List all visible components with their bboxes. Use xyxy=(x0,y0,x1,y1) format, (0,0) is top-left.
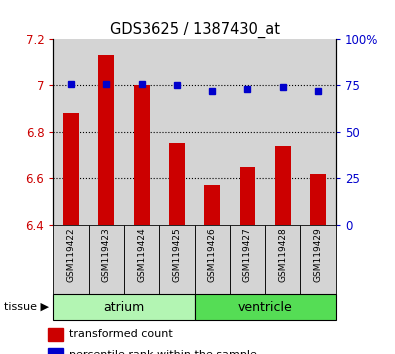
Bar xyxy=(63,113,79,225)
Bar xyxy=(124,225,159,294)
Bar xyxy=(53,39,88,225)
Bar xyxy=(169,143,185,225)
Bar xyxy=(204,185,220,225)
Text: atrium: atrium xyxy=(103,301,145,314)
Bar xyxy=(301,39,336,225)
Text: GSM119427: GSM119427 xyxy=(243,228,252,282)
Bar xyxy=(98,55,114,225)
Text: GSM119426: GSM119426 xyxy=(208,228,217,282)
Bar xyxy=(310,174,326,225)
Text: transformed count: transformed count xyxy=(69,330,173,339)
Bar xyxy=(53,225,88,294)
Text: ventricle: ventricle xyxy=(238,301,293,314)
Bar xyxy=(230,225,265,294)
Text: GSM119422: GSM119422 xyxy=(66,228,75,282)
Bar xyxy=(159,225,194,294)
Bar xyxy=(134,85,150,225)
Text: GSM119429: GSM119429 xyxy=(314,228,323,282)
Bar xyxy=(49,348,63,354)
Bar xyxy=(88,39,124,225)
Bar xyxy=(195,225,230,294)
Bar xyxy=(49,328,63,341)
Text: GSM119428: GSM119428 xyxy=(278,228,287,282)
Bar xyxy=(195,294,336,320)
Bar xyxy=(265,225,301,294)
Bar xyxy=(53,294,195,320)
Text: GSM119423: GSM119423 xyxy=(102,228,111,282)
Text: GSM119424: GSM119424 xyxy=(137,228,146,282)
Bar xyxy=(124,39,159,225)
Text: tissue ▶: tissue ▶ xyxy=(4,302,49,312)
Bar xyxy=(301,225,336,294)
Bar xyxy=(275,146,291,225)
Bar xyxy=(88,225,124,294)
Bar xyxy=(159,39,195,225)
Bar xyxy=(230,39,265,225)
Text: percentile rank within the sample: percentile rank within the sample xyxy=(69,350,257,354)
Bar xyxy=(195,39,230,225)
Title: GDS3625 / 1387430_at: GDS3625 / 1387430_at xyxy=(109,21,280,38)
Text: GSM119425: GSM119425 xyxy=(172,228,181,282)
Bar xyxy=(239,167,256,225)
Bar xyxy=(265,39,301,225)
